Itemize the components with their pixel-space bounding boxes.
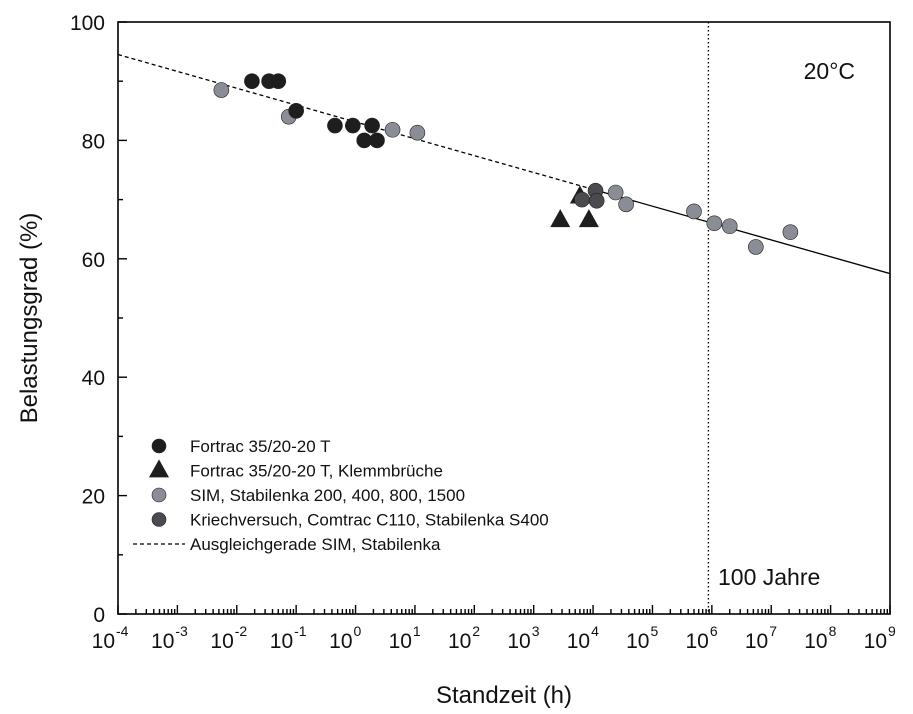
x-tick-exponent: 3	[532, 623, 540, 639]
x-tick-label: 10	[745, 630, 768, 653]
data-point	[588, 192, 605, 209]
data-point	[270, 73, 287, 89]
data-point	[244, 73, 260, 89]
x-tick-label: 10	[626, 630, 649, 653]
x-tick-label: 10	[210, 630, 233, 653]
data-point	[345, 117, 361, 134]
y-tick-label: 0	[93, 604, 105, 627]
data-point	[364, 117, 380, 134]
x-tick-label: 10	[804, 630, 827, 653]
data-point	[574, 191, 590, 208]
legend-label: Ausgleichgerade SIM, Stabilenka	[190, 535, 441, 554]
temperature-label: 20°C	[804, 58, 855, 84]
x-axis-ticks: 10 -4 10 -3 10 -2 10 -1 10 0 10 1 10 2 10 3 10 4 10 5 10 6 10 7…	[92, 605, 896, 653]
data-point	[369, 132, 385, 149]
y-axis-ticks: 0 20 40 60 80 100	[70, 12, 127, 627]
data-point	[721, 218, 738, 235]
data-point	[706, 215, 723, 232]
data-point	[409, 124, 426, 141]
data-point	[288, 103, 304, 119]
legend-swatch	[151, 512, 167, 527]
x-tick-exponent: 7	[769, 623, 777, 639]
regression-line-solid	[597, 190, 891, 275]
marks-layer	[213, 73, 799, 255]
y-tick-label: 60	[82, 249, 105, 272]
x-tick-label: 10	[507, 630, 530, 653]
y-tick-label: 40	[82, 367, 105, 390]
x-tick-label: 10	[151, 630, 174, 653]
data-point	[327, 117, 343, 134]
y-tick-label: 100	[70, 12, 105, 35]
y-tick-label: 20	[82, 486, 105, 509]
data-point	[607, 184, 624, 201]
x-tick-exponent: 4	[591, 623, 599, 639]
x-tick-exponent: -2	[235, 623, 248, 639]
legend-label: Fortrac 35/20-20 T, Klemmbrüche	[190, 462, 443, 481]
x-tick-label: 10	[329, 630, 352, 653]
legend: Fortrac 35/20-20 T Fortrac 35/20-20 T, Kl…	[133, 437, 549, 554]
x-tick-exponent: 2	[472, 623, 480, 639]
x-tick-label: 10	[685, 630, 708, 653]
x-tick-exponent: 0	[354, 623, 362, 639]
data-point	[384, 121, 401, 138]
data-point	[748, 239, 764, 255]
x-tick-exponent: 8	[829, 623, 837, 639]
lines-layer	[117, 22, 891, 614]
y-axis-title: Belastungsgrad (%)	[16, 213, 43, 424]
x-tick-label: 10	[448, 630, 471, 653]
x-tick-exponent: -4	[116, 623, 129, 639]
legend-label: Fortrac 35/20-20 T	[190, 437, 330, 456]
regression-line-dashed	[117, 53, 598, 192]
data-point	[782, 224, 799, 240]
legend-swatch	[151, 487, 167, 503]
x-tick-exponent: 9	[888, 623, 896, 639]
x-tick-exponent: 1	[413, 623, 421, 639]
legend-swatch	[151, 438, 167, 454]
data-point	[550, 209, 571, 228]
x-tick-label: 10	[864, 630, 887, 653]
legend-label: Kriechversuch, Comtrac C110, Stabilenka …	[190, 511, 549, 530]
x-tick-exponent: 6	[710, 623, 718, 639]
x-tick-exponent: -1	[294, 623, 307, 639]
vline-label: 100 Jahre	[718, 564, 820, 590]
x-tick-label: 10	[567, 630, 590, 653]
legend-label: SIM, Stabilenka 200, 400, 800, 1500	[190, 486, 465, 505]
y-tick-label: 80	[82, 130, 105, 153]
data-point	[686, 203, 702, 220]
x-tick-exponent: 5	[650, 623, 658, 639]
x-tick-label: 10	[389, 630, 412, 653]
data-point	[213, 82, 230, 98]
data-point	[618, 196, 634, 213]
x-tick-label: 10	[92, 630, 115, 653]
legend-swatch	[149, 459, 169, 478]
x-tick-exponent: -3	[175, 623, 188, 639]
data-point	[578, 209, 599, 228]
x-axis-title: Standzeit (h)	[436, 682, 572, 709]
x-tick-label: 10	[270, 630, 293, 653]
